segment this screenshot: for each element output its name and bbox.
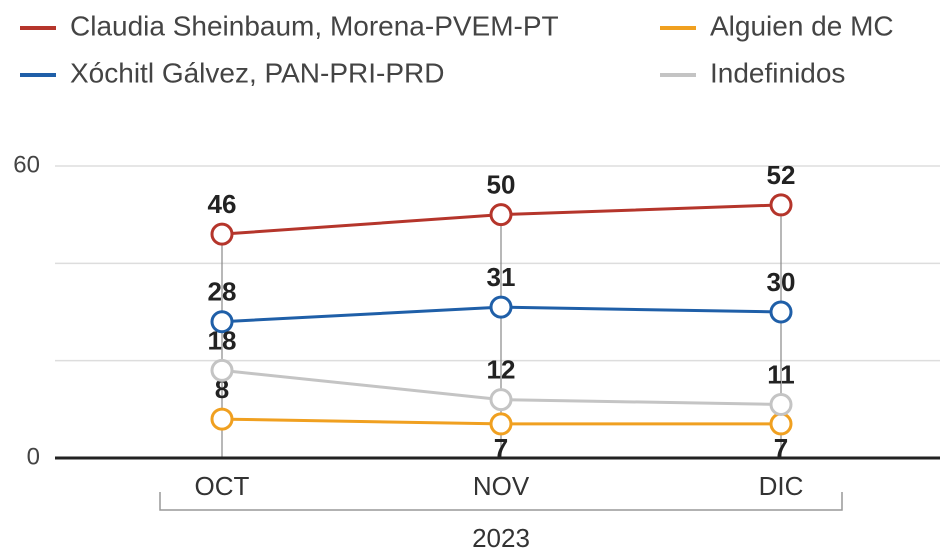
data-label: 52: [767, 160, 796, 190]
legend-label: Alguien de MC: [710, 10, 894, 41]
point: [210, 407, 234, 431]
point: [769, 412, 793, 436]
point: [769, 300, 793, 324]
y-tick-label: 60: [13, 151, 40, 178]
data-label: 7: [774, 433, 788, 463]
data-label: 18: [208, 325, 237, 355]
data-label: 46: [208, 189, 237, 219]
data-label: 30: [767, 267, 796, 297]
point: [489, 295, 513, 319]
data-label: 28: [208, 277, 237, 307]
y-tick-label: 0: [27, 443, 40, 470]
data-label: 50: [487, 170, 516, 200]
x-tick-label: OCT: [195, 471, 250, 501]
legend-label: Claudia Sheinbaum, Morena-PVEM-PT: [70, 10, 559, 41]
point: [489, 412, 513, 436]
point: [210, 310, 234, 334]
legend-label: Indefinidos: [710, 57, 845, 88]
point: [210, 358, 234, 382]
data-label: 31: [487, 262, 516, 292]
year-bracket: [159, 492, 843, 511]
point: [489, 388, 513, 412]
x-tick-label: NOV: [473, 471, 530, 501]
data-label: 8: [215, 374, 229, 404]
x-tick-label: DIC: [759, 471, 804, 501]
data-label: 7: [494, 433, 508, 463]
point: [769, 392, 793, 416]
point: [489, 203, 513, 227]
point: [769, 193, 793, 217]
x-axis-label: 2023: [472, 523, 530, 553]
data-label: 12: [487, 354, 516, 384]
data-label: 11: [767, 359, 795, 389]
legend-label: Xóchitl Gálvez, PAN-PRI-PRD: [70, 57, 444, 88]
point: [210, 222, 234, 246]
